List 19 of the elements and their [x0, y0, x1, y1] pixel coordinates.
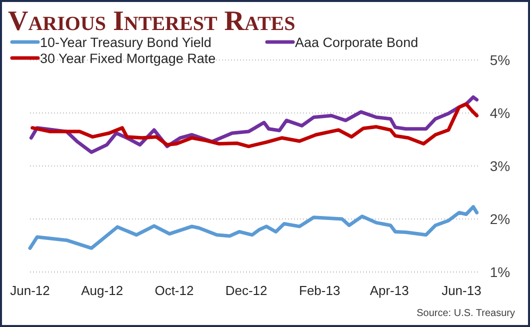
x-tick-label: Feb-13 — [299, 283, 340, 298]
line-series — [30, 102, 479, 148]
legend-label: 10-Year Treasury Bond Yield — [40, 35, 212, 50]
y-tick-label: 3% — [490, 158, 510, 174]
y-tick-label: 2% — [490, 211, 510, 227]
x-tick-label: Oct-12 — [154, 283, 194, 298]
y-tick-label: 4% — [490, 105, 510, 121]
chart-title: Various Interest Rates — [8, 6, 296, 37]
x-tick-label: Dec-12 — [225, 283, 268, 298]
x-tick-label: Aug-12 — [81, 283, 124, 298]
legend-label: Aaa Corporate Bond — [295, 35, 418, 50]
x-tick-label: Apr-13 — [370, 283, 409, 298]
line-series — [28, 205, 479, 250]
y-tick-label: 1% — [490, 264, 510, 280]
y-tick-label: 5% — [490, 52, 510, 68]
source-note: Source: U.S. Treasury — [416, 308, 515, 319]
x-tick-label: Jun-12 — [10, 283, 50, 298]
legend-label: 30 Year Fixed Mortgage Rate — [40, 51, 216, 66]
x-tick-label: Jun-13 — [442, 283, 482, 298]
